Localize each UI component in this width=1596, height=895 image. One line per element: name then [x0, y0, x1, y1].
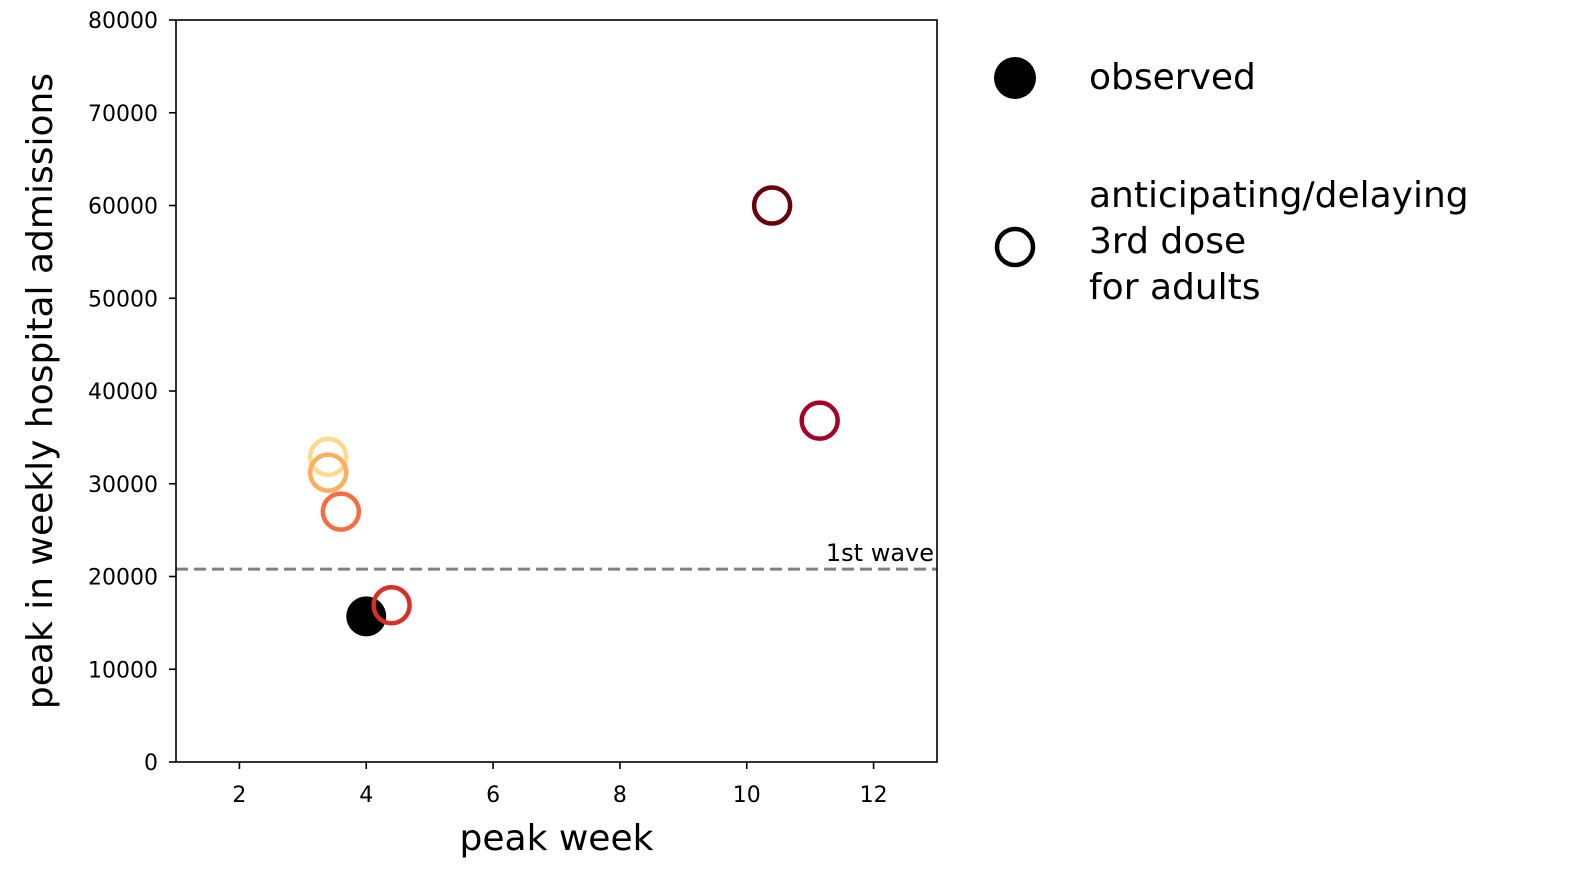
x-tick-label: 8 [613, 783, 627, 808]
x-tick-label: 10 [733, 783, 761, 808]
scenario-point [371, 585, 412, 626]
y-tick-label: 30000 [88, 473, 158, 498]
y-axis-ticks: 0 10000 20000 30000 40000 50000 60000 70000 8000… [88, 9, 176, 776]
data-points [307, 185, 840, 637]
scenario-point [751, 185, 793, 226]
y-tick-label: 10000 [88, 658, 158, 683]
scenario-point [307, 436, 349, 478]
legend-marker-scenario [994, 226, 1036, 268]
x-tick-label: 12 [860, 783, 888, 808]
y-tick-label: 50000 [88, 287, 158, 312]
legend-label-scenario-line-3: for adults [1089, 267, 1261, 308]
y-tick-label: 80000 [88, 9, 158, 34]
legend-marker-observed [994, 57, 1036, 99]
y-tick-label: 70000 [88, 102, 158, 127]
y-axis-title: peak in weekly hospital admissions [20, 73, 61, 709]
x-tick-label: 2 [232, 783, 246, 808]
x-axis-title: peak week [460, 818, 654, 859]
plot-frame [175, 19, 938, 763]
legend-label-scenario-line-1: anticipating/delaying [1089, 175, 1469, 216]
first-wave-label: 1st wave [826, 539, 934, 567]
legend: observed anticipating/delaying 3rd dose … [994, 57, 1469, 308]
scenario-point [799, 400, 840, 441]
scenario-point [307, 452, 349, 493]
x-tick-label: 6 [486, 783, 500, 808]
x-tick-label: 4 [359, 783, 373, 808]
x-axis-ticks: 2 4 6 8 10 12 [232, 762, 888, 808]
legend-label-observed: observed [1089, 57, 1256, 98]
plot-area: 0 10000 20000 30000 40000 50000 60000 70000 8000… [88, 9, 938, 808]
y-tick-label: 20000 [88, 566, 158, 591]
y-tick-label: 60000 [88, 195, 158, 220]
legend-label-scenario-line-2: 3rd dose [1089, 221, 1246, 262]
observed-point [346, 596, 387, 637]
y-tick-label: 0 [144, 751, 158, 776]
y-tick-label: 40000 [88, 380, 158, 405]
scenario-point [320, 491, 362, 532]
